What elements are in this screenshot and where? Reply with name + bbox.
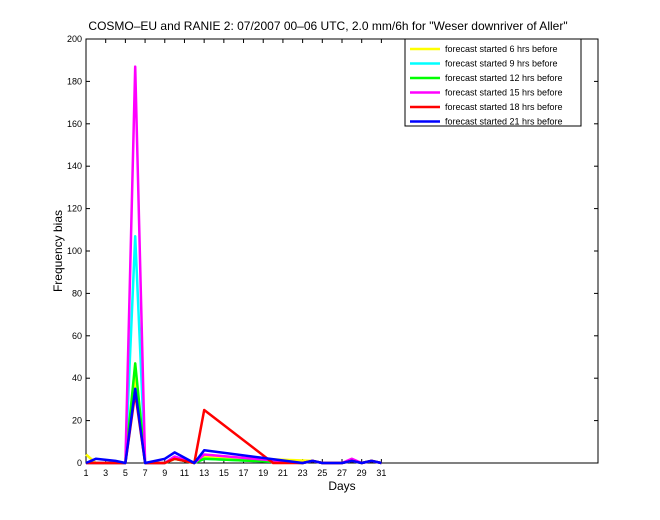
y-axis-label: Frequency bias — [51, 210, 65, 292]
x-tick-label: 9 — [162, 468, 167, 478]
x-tick-label: 17 — [239, 468, 249, 478]
x-tick-label: 15 — [219, 468, 229, 478]
legend-label: forecast started 15 hrs before — [445, 88, 563, 98]
x-tick-label: 29 — [357, 468, 367, 478]
y-axis: 0 20 40 60 80 100 120 140 160 180 200 — [67, 34, 598, 468]
x-tick-label: 11 — [180, 468, 189, 478]
x-tick-label: 3 — [103, 468, 108, 478]
y-tick-label: 200 — [67, 34, 82, 44]
y-tick-label: 20 — [72, 416, 82, 426]
x-tick-label: 1 — [83, 468, 88, 478]
x-tick-label: 23 — [298, 468, 308, 478]
x-tick-label: 7 — [143, 468, 148, 478]
y-tick-label: 120 — [67, 204, 82, 214]
series-line — [85, 387, 382, 465]
y-tick-label: 100 — [67, 246, 82, 256]
legend: forecast started 6 hrs before forecast st… — [404, 38, 582, 127]
legend-label: forecast started 6 hrs before — [445, 44, 558, 54]
x-tick-label: 25 — [317, 468, 327, 478]
x-tick-label: 31 — [376, 468, 386, 478]
legend-label: forecast started 9 hrs before — [445, 59, 558, 69]
chart-title: COSMO–EU and RANIE 2: 07/2007 00–06 UTC,… — [88, 19, 567, 33]
y-tick-label: 80 — [72, 288, 82, 298]
y-tick-label: 0 — [77, 458, 82, 468]
x-tick-label: 21 — [278, 468, 288, 478]
legend-label: forecast started 12 hrs before — [445, 73, 563, 83]
legend-box — [404, 38, 582, 127]
x-tick-label: 13 — [199, 468, 209, 478]
series-layer — [85, 65, 382, 465]
y-tick-label: 60 — [72, 331, 82, 341]
legend-label: forecast started 18 hrs before — [445, 102, 563, 112]
y-tick-label: 140 — [67, 161, 82, 171]
y-tick-label: 180 — [67, 76, 82, 86]
x-axis-label: Days — [328, 479, 355, 493]
x-tick-label: 27 — [337, 468, 347, 478]
x-tick-label: 19 — [258, 468, 268, 478]
x-tick-label: 5 — [123, 468, 128, 478]
legend-label: forecast started 21 hrs before — [445, 117, 563, 127]
y-tick-label: 160 — [67, 119, 82, 129]
y-tick-label: 40 — [72, 373, 82, 383]
